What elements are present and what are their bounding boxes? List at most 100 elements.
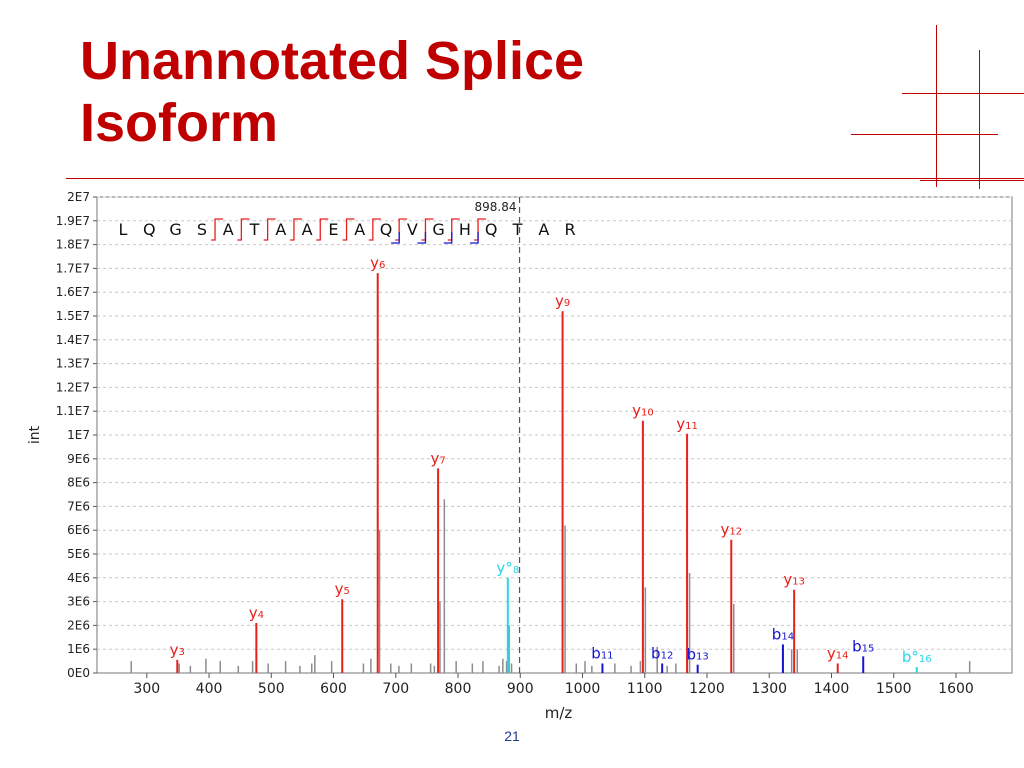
x-tick-label: 700 xyxy=(382,681,409,697)
peak-label-y3: y3 xyxy=(170,641,185,659)
peak-label-b12: b12 xyxy=(651,644,673,662)
peak-label-y12: y12 xyxy=(720,521,742,539)
peak-label-b15: b15 xyxy=(852,637,874,655)
precursor-label: 898.84 xyxy=(475,200,517,214)
sequence-residue: R xyxy=(565,220,576,239)
b-ion-cleavage-marker xyxy=(391,232,400,244)
sequence-residue: Q xyxy=(380,220,393,239)
sequence-residue: T xyxy=(249,220,260,239)
y-tick-label: 1.6E7 xyxy=(56,285,90,299)
x-axis-label: m/z xyxy=(545,704,573,722)
y-tick-label: 5E6 xyxy=(67,547,90,561)
b-ion-cleavage-marker xyxy=(470,232,479,244)
y-ion-cleavage-marker xyxy=(211,218,224,241)
y-ion-cleavage-marker xyxy=(368,218,381,241)
peak-label-y10: y10 xyxy=(632,402,654,420)
y-tick-label: 1.5E7 xyxy=(56,309,90,323)
sequence-residue: Q xyxy=(143,220,156,239)
peak-label-b11: b11 xyxy=(591,644,613,662)
x-tick-label: 1400 xyxy=(814,681,850,697)
y-ion-cleavage-marker xyxy=(474,218,487,241)
y-tick-label: 6E6 xyxy=(67,523,90,537)
corner-decoration-vertical-1 xyxy=(936,25,937,187)
peak-label-y9: y9 xyxy=(555,292,570,310)
y-ion-cleavage-marker xyxy=(263,218,276,241)
corner-decoration-vertical-2 xyxy=(979,50,980,189)
b-ion-cleavage-marker xyxy=(417,232,427,244)
y-ion-cleavage-marker xyxy=(395,218,408,241)
y-ion-cleavage-marker xyxy=(342,218,355,241)
peak-label-y4: y4 xyxy=(249,604,264,622)
x-tick-label: 500 xyxy=(258,681,285,697)
y-tick-label: 1.3E7 xyxy=(56,357,90,371)
y-ion-cleavage-marker xyxy=(421,218,434,241)
peak-label-y11: y11 xyxy=(676,415,698,433)
x-tick-label: 1200 xyxy=(689,681,725,697)
x-tick-label: 900 xyxy=(507,681,534,697)
sequence-residue: S xyxy=(197,220,207,239)
y-tick-label: 1.1E7 xyxy=(56,404,90,418)
spectrum-chart: 0E0 1E6 2E6 3E6 4E6 5E6 6E6 7E6 8E6 9E6 1E7 1.1E7 1.… xyxy=(27,190,1013,722)
y-tick-label: 1E6 xyxy=(67,642,90,656)
sequence-residue: E xyxy=(328,220,338,239)
peak-label-y13: y13 xyxy=(783,571,805,589)
sequence-residue: Q xyxy=(485,220,498,239)
peak-label-b14: b14 xyxy=(772,625,794,643)
sequence-residue: A xyxy=(538,220,549,239)
x-tick-label: 1300 xyxy=(751,681,787,697)
x-tick-label: 600 xyxy=(320,681,347,697)
sequence-residue: H xyxy=(459,220,471,239)
sequence-residue: G xyxy=(169,220,181,239)
x-tick-label: 1000 xyxy=(565,681,601,697)
x-tick-label: 1500 xyxy=(876,681,912,697)
x-tick-label: 1100 xyxy=(627,681,663,697)
x-tick-label: 1600 xyxy=(938,681,974,697)
b-ion-cleavage-marker xyxy=(443,232,453,244)
y-ion-cleavage-marker xyxy=(316,218,329,241)
y-tick-label: 8E6 xyxy=(67,476,90,490)
x-tick-label: 300 xyxy=(133,681,160,697)
y-tick-label: 9E6 xyxy=(67,452,90,466)
y-tick-label: 2E6 xyxy=(67,618,90,632)
y-tick-label: 1E7 xyxy=(67,428,90,442)
peak-label-b13: b13 xyxy=(687,646,709,664)
peak-label-y5: y5 xyxy=(335,580,350,598)
y-axis-label: int xyxy=(27,425,43,444)
corner-decoration-horizontal-3 xyxy=(920,180,1024,181)
y-tick-label: 3E6 xyxy=(67,595,90,609)
peak-label-y6: y6 xyxy=(370,254,385,272)
y-tick-label: 0E0 xyxy=(67,666,90,680)
page-number: 21 xyxy=(504,728,520,744)
sequence-residue: A xyxy=(302,220,313,239)
y-tick-label: 1.9E7 xyxy=(56,214,90,228)
corner-decoration-horizontal-1 xyxy=(902,93,1024,94)
sequence-residue: A xyxy=(275,220,286,239)
y-ion-cleavage-marker xyxy=(237,218,250,241)
y-tick-label: 1.2E7 xyxy=(56,380,90,394)
sequence-residue: L xyxy=(119,220,128,239)
peak-label-y-loss8: y°8 xyxy=(496,559,519,577)
y-tick-label: 1.4E7 xyxy=(56,333,90,347)
y-ion-cleavage-marker xyxy=(289,218,302,241)
slide-title-line-1: Unannotated Splice xyxy=(80,31,585,91)
slide-title: Unannotated Splice Isoform xyxy=(80,30,720,154)
peak-label-y7: y7 xyxy=(430,449,445,467)
x-tick-label: 800 xyxy=(445,681,472,697)
sequence-residue: G xyxy=(432,220,444,239)
y-tick-label: 1.7E7 xyxy=(56,261,90,275)
peak-label-b-loss16: b°16 xyxy=(902,648,932,666)
y-tick-label: 2E7 xyxy=(67,190,90,204)
sequence-residue: A xyxy=(223,220,234,239)
slide-title-line-2: Isoform xyxy=(80,93,279,153)
sequence-residue: T xyxy=(512,220,523,239)
peak-label-y14: y14 xyxy=(827,644,849,662)
y-tick-label: 1.8E7 xyxy=(56,238,90,252)
sequence-residue: A xyxy=(354,220,365,239)
y-tick-label: 4E6 xyxy=(67,571,90,585)
y-tick-label: 7E6 xyxy=(67,499,90,513)
sequence-residue: V xyxy=(407,220,418,239)
y-ion-cleavage-marker xyxy=(447,218,460,241)
title-underline xyxy=(66,178,1024,179)
corner-decoration-horizontal-2 xyxy=(851,134,998,135)
x-tick-label: 400 xyxy=(196,681,223,697)
